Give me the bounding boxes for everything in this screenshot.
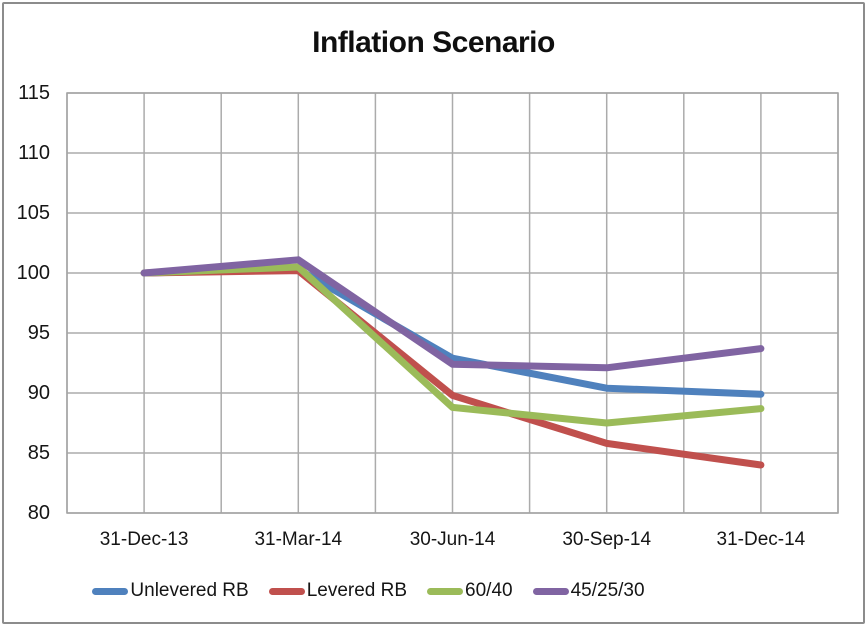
legend-item: Unlevered RB <box>92 580 249 602</box>
legend-label: 60/40 <box>465 580 513 601</box>
legend-label: 45/25/30 <box>570 580 645 601</box>
legend-label: Unlevered RB <box>130 580 249 601</box>
chart-legend: Unlevered RB Levered RB 60/40 45/25/30 <box>0 580 737 602</box>
legend-marker-icon <box>268 587 305 595</box>
legend-item: 45/25/30 <box>532 580 645 602</box>
legend-item: 60/40 <box>427 580 513 602</box>
legend-item: Levered RB <box>268 580 408 602</box>
x-axis-tick-label: 31-Mar-14 <box>254 529 343 550</box>
y-axis-tick-label: 85 <box>27 442 50 464</box>
legend-marker-icon <box>427 587 464 595</box>
chart-title: Inflation Scenario <box>312 26 555 59</box>
y-axis-tick-label: 105 <box>16 202 50 224</box>
y-axis-tick-label: 95 <box>27 322 50 344</box>
x-axis-tick-label: 30-Jun-14 <box>409 529 496 550</box>
y-axis-tick-label: 110 <box>18 142 50 164</box>
legend-marker-icon <box>532 587 569 595</box>
legend-marker-icon <box>92 587 129 595</box>
y-axis-tick-label: 115 <box>18 82 50 104</box>
y-axis-tick-label: 90 <box>27 382 50 404</box>
x-axis-tick-label: 31-Dec-13 <box>99 529 189 550</box>
plot-border <box>66 92 839 514</box>
legend-label: Levered RB <box>306 580 408 601</box>
y-axis-tick-label: 80 <box>27 502 50 524</box>
series-line-60-40 <box>140 263 765 427</box>
series-line-45-25-30 <box>140 256 765 372</box>
y-axis-tick-label: 100 <box>16 262 50 284</box>
x-axis-tick-label: 31-Dec-14 <box>716 529 806 550</box>
x-axis-tick-label: 30-Sep-14 <box>562 529 652 550</box>
